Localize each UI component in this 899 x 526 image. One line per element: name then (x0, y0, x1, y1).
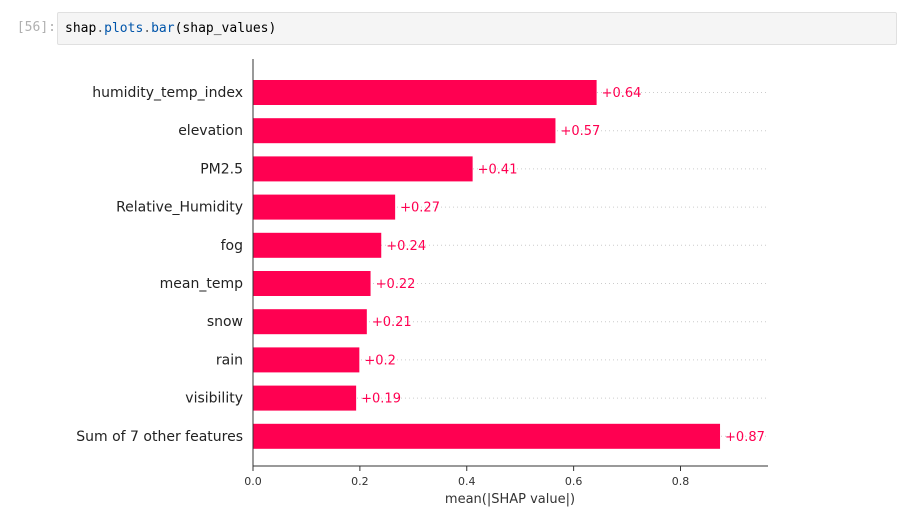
x-tick-label: 0.8 (672, 475, 690, 488)
bar (253, 232, 382, 258)
bars (253, 80, 721, 449)
code-editor[interactable]: shap.plots.bar(shap_values) (57, 12, 897, 45)
bar-value-label: +0.57 (560, 124, 600, 139)
x-tick-label: 0.2 (351, 475, 369, 488)
feature-label: PM2.5 (200, 161, 243, 177)
shap-bar-chart: +0.64 +0.57 +0.41 +0.27 +0.24 +0.22 +0.21 +0.2 +… (76, 59, 768, 507)
bar-value-label: +0.27 (400, 201, 440, 216)
code-token-attr-bar: bar (151, 21, 175, 36)
x-axis-title: mean(|SHAP value|) (445, 492, 575, 507)
bar-value-label: +0.41 (478, 162, 518, 177)
row-grid-lines (253, 92, 768, 437)
bar (253, 347, 360, 373)
code-line[interactable]: shap.plots.bar(shap_values) (65, 21, 276, 36)
bar (253, 309, 367, 335)
bar (253, 80, 597, 105)
bar (253, 156, 473, 182)
bar-value-label: +0.24 (386, 239, 426, 254)
feature-label: humidity_temp_index (92, 85, 243, 101)
bar (253, 423, 721, 449)
x-tick-label: 0.0 (244, 475, 262, 488)
bar-value-labels: +0.64 +0.57 +0.41 +0.27 +0.24 +0.22 +0.21 +0.2 +… (361, 86, 765, 445)
x-tick-label: 0.6 (565, 475, 583, 488)
x-tick-label: 0.4 (458, 475, 476, 488)
feature-label: Relative_Humidity (116, 200, 243, 216)
cell-output: +0.64 +0.57 +0.41 +0.27 +0.24 +0.22 +0.21 +0.2 +… (0, 50, 899, 522)
feature-label: rain (216, 352, 243, 368)
bar (253, 118, 556, 144)
code-token-attr-plots: plots (104, 21, 144, 36)
input-prompt: [56]: (16, 20, 56, 35)
feature-label: Sum of 7 other features (76, 429, 243, 445)
x-axis-ticks: 0.0 0.2 0.4 0.6 0.8 (244, 466, 689, 488)
feature-label: fog (221, 238, 243, 254)
bar-value-label: +0.21 (372, 315, 412, 330)
bar-value-label: +0.22 (376, 277, 416, 292)
bar-value-label: +0.64 (602, 86, 642, 101)
code-token-module: shap (65, 21, 97, 36)
bar (253, 271, 371, 296)
feature-label: elevation (178, 123, 243, 139)
feature-labels: humidity_temp_index elevation PM2.5 Relativ… (76, 85, 243, 445)
code-token-args: (shap_values) (174, 21, 277, 36)
feature-label: visibility (185, 391, 243, 407)
bar-value-label: +0.19 (361, 392, 401, 407)
code-token-dot: . (143, 21, 152, 36)
bar (253, 385, 357, 411)
feature-label: mean_temp (160, 276, 243, 292)
feature-label: snow (207, 314, 243, 330)
bar-value-label: +0.87 (725, 430, 765, 445)
code-token-dot: . (96, 21, 105, 36)
bar (253, 194, 396, 220)
bar-value-label: +0.2 (364, 353, 396, 368)
